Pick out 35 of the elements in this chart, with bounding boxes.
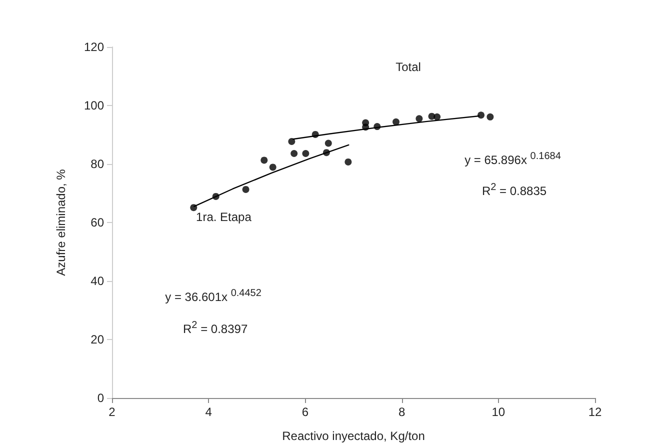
annotation: Total (396, 60, 421, 74)
point (478, 112, 485, 119)
annotation: R$^{2}$ = 0.8397 (183, 318, 248, 336)
x-tick-label: 10 (492, 405, 506, 419)
point (302, 150, 310, 157)
y-tick-label: 40 (90, 274, 104, 288)
annotation: R$^{2}$ = 0.8835 (482, 180, 547, 198)
y-tick-label: 20 (90, 332, 104, 346)
annotation: y = 65.896x $^{0.1684}$ (464, 150, 561, 167)
point (288, 138, 296, 145)
y-tick-label: 0 (97, 391, 104, 405)
x-tick-label: 8 (398, 405, 406, 419)
point (269, 164, 276, 171)
x-tick-label: 12 (588, 405, 602, 419)
y-tick-label: 80 (90, 157, 104, 171)
y-tick-label: 100 (84, 98, 104, 112)
y-tick-label: 120 (84, 40, 104, 54)
point (416, 115, 423, 122)
x-axis-title: Reactivo inyectado, Kg/ton (282, 429, 425, 443)
point (242, 186, 250, 193)
point (486, 113, 494, 120)
point (260, 156, 268, 164)
x-tick-label: 2 (108, 405, 116, 419)
point (190, 204, 198, 212)
annotation: y = 36.601x $^{0.4452}$ (165, 287, 262, 304)
x-tick-label: 4 (205, 405, 212, 419)
point (434, 113, 441, 120)
y-axis-title: Azufre eliminado, % (54, 168, 68, 276)
annotation: 1ra. Etapa (196, 210, 252, 224)
y-tick-label: 60 (90, 216, 104, 230)
point (392, 118, 400, 126)
point (324, 140, 332, 147)
point (344, 158, 352, 166)
point (290, 150, 298, 157)
x-tick-label: 6 (302, 405, 309, 419)
